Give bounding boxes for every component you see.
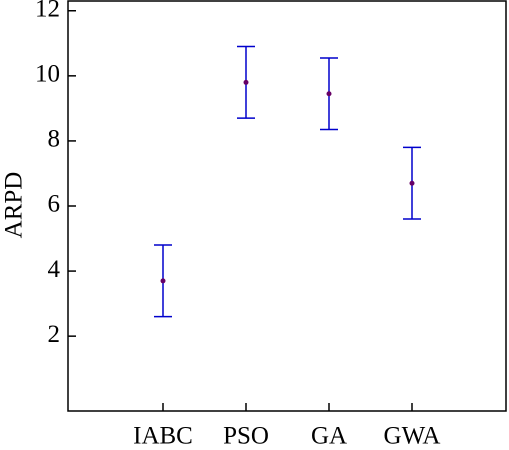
mean-point: [243, 79, 249, 85]
plot-frame: [67, 0, 507, 412]
y-tick-label: 2: [48, 321, 61, 348]
y-tick-label: 12: [35, 0, 60, 22]
x-tick-label: GWA: [384, 423, 441, 450]
y-tick-label: 8: [48, 126, 61, 153]
y-axis-label: ARPD: [1, 172, 28, 239]
x-tick-label: IABC: [133, 423, 193, 450]
y-tick-label: 6: [48, 191, 61, 218]
y-tick-label: 4: [48, 256, 61, 283]
x-tick-label: GA: [311, 423, 347, 450]
mean-point: [160, 278, 166, 284]
mean-point: [326, 91, 332, 97]
x-tick-label: PSO: [223, 423, 269, 450]
y-tick-label: 10: [35, 61, 60, 88]
mean-point: [409, 180, 415, 186]
